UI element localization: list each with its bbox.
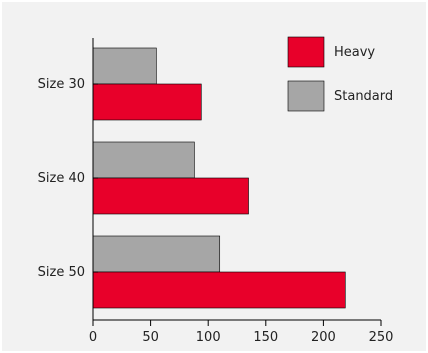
legend-swatch-heavy (287, 36, 325, 68)
legend-label-heavy: Heavy (334, 45, 375, 60)
x-tick-label-100: 100 (196, 330, 221, 345)
bar-standard-size-30 (92, 47, 157, 85)
x-tick-label-0: 0 (89, 330, 97, 345)
x-axis-ticks: 0 50 100 150 200 250 (89, 320, 394, 345)
bar-heavy-size-30 (92, 83, 202, 121)
y-axis-ticks: Size 30 Size 40 Size 50 (38, 77, 98, 280)
y-tick-label-size-50: Size 50 (38, 265, 85, 280)
x-tick-label-250: 250 (369, 330, 394, 345)
legend-label-standard: Standard (334, 89, 393, 104)
bar-standard-size-50 (92, 235, 221, 273)
y-tick-label-size-30: Size 30 (38, 77, 85, 92)
bar-standard-size-40 (92, 141, 195, 179)
legend: Heavy Standard (287, 36, 393, 112)
legend-swatch-standard (287, 80, 325, 112)
x-tick-label-150: 150 (253, 330, 278, 345)
x-tick-label-200: 200 (311, 330, 336, 345)
bar-heavy-size-50 (92, 271, 346, 309)
bars-group (92, 47, 346, 309)
bar-heavy-size-40 (92, 177, 249, 215)
y-tick-label-size-40: Size 40 (38, 171, 85, 186)
x-tick-label-50: 50 (142, 330, 159, 345)
